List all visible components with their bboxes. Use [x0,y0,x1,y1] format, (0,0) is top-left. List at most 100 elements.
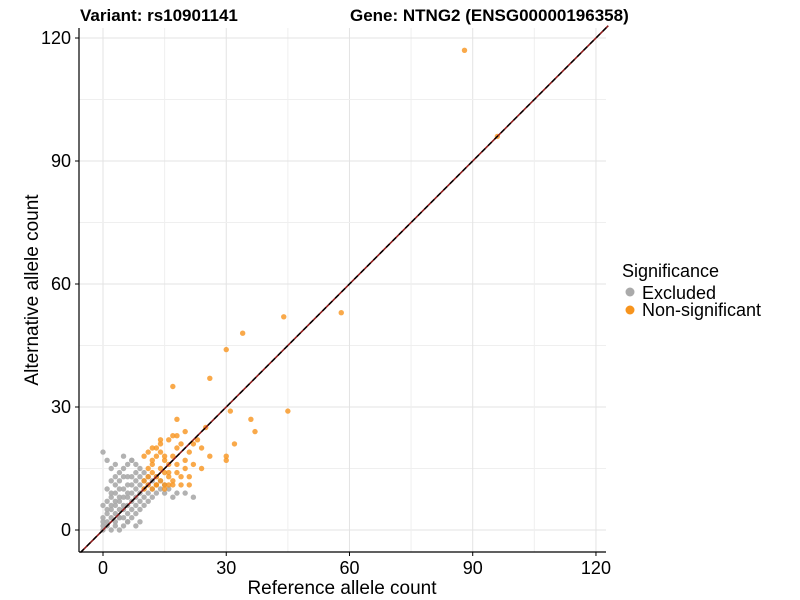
point-excluded-79 [149,494,155,500]
point-non-significant-25 [178,441,184,447]
point-non-significant-57 [231,441,238,447]
point-non-significant-71 [174,416,180,422]
point-non-significant-68 [239,330,246,336]
point-excluded-58 [133,502,139,509]
point-excluded-53 [129,490,135,496]
point-non-significant-56 [227,408,234,414]
point-non-significant-58 [248,416,254,422]
point-non-significant-5 [149,486,155,492]
point-non-significant-1 [141,478,147,484]
point-excluded-90 [170,494,176,500]
title-variant: Variant: rs10901141 [80,6,238,25]
point-non-significant-62 [338,310,344,316]
point-non-significant-46 [153,445,160,451]
point-excluded-33 [116,469,123,476]
reference-lines [79,25,609,554]
point-non-significant-27 [182,457,188,463]
point-excluded-17 [108,478,114,484]
point-excluded-102 [182,490,188,496]
point-excluded-62 [133,469,139,476]
point-non-significant-22 [174,469,180,476]
point-excluded-49 [124,461,131,468]
point-non-significant-28 [186,449,192,455]
x-tick-label-60: 60 [339,558,359,578]
point-excluded-22 [112,498,119,504]
point-excluded-6 [104,519,110,525]
point-excluded-93 [104,457,110,463]
point-excluded-92 [100,449,106,455]
data-points [100,47,501,533]
point-excluded-3 [100,515,106,521]
point-excluded-67 [137,482,143,488]
point-non-significant-54 [223,453,229,459]
point-excluded-38 [120,494,127,500]
point-non-significant-33 [149,445,155,451]
point-excluded-20 [112,510,119,517]
point-excluded-29 [116,498,123,504]
point-non-significant-67 [223,346,229,353]
point-non-significant-12 [157,465,164,472]
point-excluded-7 [104,510,110,517]
point-non-significant-20 [170,478,176,484]
point-excluded-51 [129,506,135,513]
point-excluded-61 [133,478,139,484]
point-non-significant-26 [182,465,188,472]
point-non-significant-7 [149,461,155,468]
point-non-significant-52 [174,461,180,468]
point-non-significant-42 [170,482,176,488]
point-excluded-48 [124,474,131,480]
point-non-significant-18 [166,474,172,480]
point-excluded-2 [100,519,106,525]
point-excluded-34 [120,523,127,529]
y-tick-label-90: 90 [51,151,71,171]
point-excluded-43 [124,510,131,517]
point-excluded-60 [133,486,139,492]
point-excluded-97 [129,457,135,463]
point-non-significant-50 [157,437,164,443]
point-excluded-19 [112,519,119,525]
point-excluded-99 [124,519,131,525]
grid-lines [79,28,606,552]
point-non-significant-61 [285,408,291,414]
point-excluded-39 [120,486,127,492]
point-excluded-91 [174,490,180,496]
point-non-significant-55 [223,457,229,463]
point-excluded-1 [100,523,106,529]
point-non-significant-14 [161,486,168,492]
point-non-significant-17 [166,482,172,488]
point-non-significant-15 [161,469,168,476]
point-excluded-103 [190,494,197,500]
point-excluded-16 [108,490,114,496]
point-non-significant-4 [145,465,151,472]
point-excluded-26 [116,527,123,533]
point-non-significant-34 [157,441,164,447]
point-excluded-68 [137,474,143,480]
point-non-significant-10 [153,453,160,459]
x-tick-label-0: 0 [98,558,108,578]
x-tick-label-120: 120 [581,558,611,578]
point-non-significant-47 [161,453,168,459]
point-non-significant-60 [281,314,287,320]
point-excluded-37 [120,502,127,509]
point-non-significant-63 [461,47,468,53]
legend-label-excluded: Excluded [642,283,716,303]
point-non-significant-38 [190,441,197,447]
point-excluded-14 [108,502,114,509]
y-tick-label-120: 120 [41,28,71,48]
point-non-significant-40 [153,482,160,488]
point-excluded-4 [100,502,106,509]
point-excluded-71 [141,494,147,500]
point-non-significant-41 [161,482,168,488]
identity-line [79,25,609,554]
point-excluded-25 [112,474,119,480]
point-excluded-63 [133,461,139,468]
point-excluded-11 [108,527,114,533]
point-non-significant-59 [252,428,258,435]
legend-title: Significance [622,261,719,281]
point-excluded-69 [137,465,143,472]
point-non-significant-3 [145,474,151,480]
point-excluded-21 [112,502,119,509]
point-excluded-35 [120,515,127,521]
title-gene: Gene: NTNG2 (ENSG00000196358) [350,6,629,25]
point-excluded-50 [129,515,135,521]
